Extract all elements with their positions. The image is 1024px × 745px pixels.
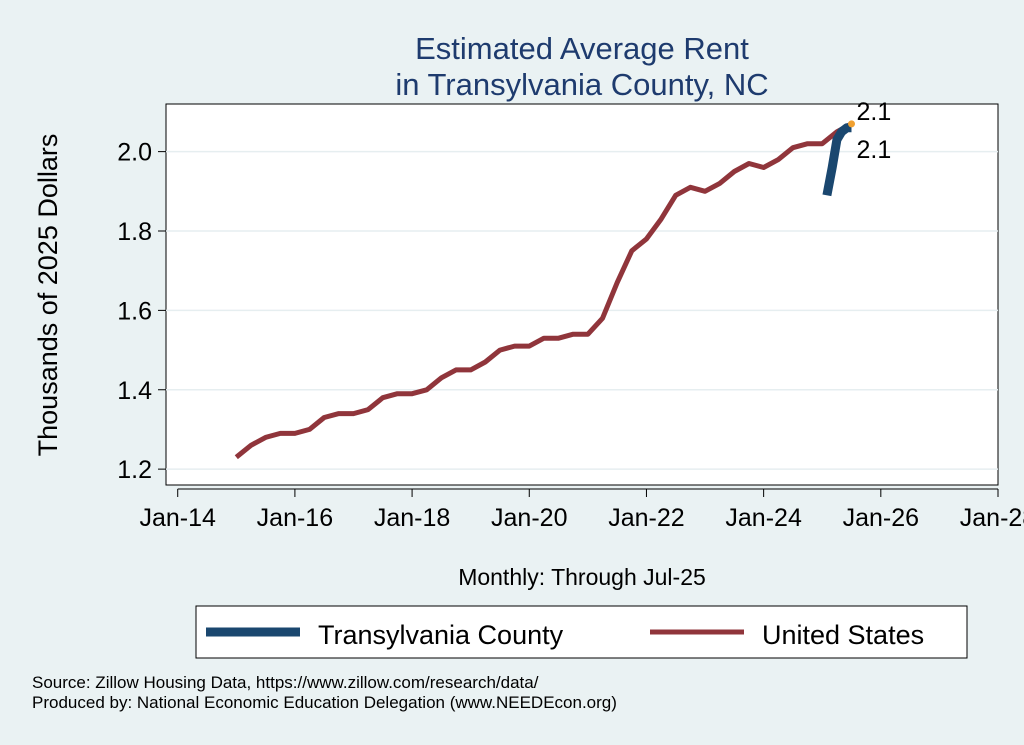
end-marker: [848, 120, 856, 128]
x-axis: Jan-14 Jan-16 Jan-18 Jan-20 Jan-22 Jan-24 Jan-…: [139, 488, 1024, 532]
y-axis: 1.2 1.4 1.6 1.8 2.0: [117, 139, 166, 484]
legend-box: [195, 605, 968, 659]
x-tick-label: Jan-22: [608, 504, 684, 532]
x-axis-label: Monthly: Through Jul-25: [458, 564, 706, 590]
y-tick-label: 1.8: [117, 218, 152, 246]
x-tick-label: Jan-16: [257, 504, 333, 532]
end-label-transylvania: 2.1: [857, 136, 892, 164]
y-axis-label: Thousands of 2025 Dollars: [33, 134, 63, 457]
end-label-united-states: 2.1: [857, 98, 892, 126]
x-tick-label: Jan-24: [725, 504, 802, 532]
x-tick-label: Jan-26: [843, 504, 919, 532]
legend-label-transylvania: Transylvania County: [318, 620, 564, 650]
y-tick-label: 1.6: [117, 297, 152, 325]
x-tick-label: Jan-28: [960, 504, 1024, 532]
end-labels: 2.12.1: [857, 98, 892, 164]
gridlines: [166, 150, 998, 470]
x-tick-label: Jan-18: [374, 504, 450, 532]
series-line-transylvania: [822, 123, 852, 197]
series-lines: [234, 120, 856, 460]
x-tick-label: Jan-20: [491, 504, 567, 532]
chart-title-line1: Estimated Average Rent: [415, 31, 749, 66]
y-tick-label: 1.4: [117, 377, 152, 405]
y-tick-label: 1.2: [117, 456, 152, 484]
x-tick-label: Jan-14: [139, 504, 216, 532]
chart-title-line2: in Transylvania County, NC: [395, 67, 768, 102]
series-line-united-states: [234, 121, 853, 460]
legend-label-united-states: United States: [762, 620, 924, 650]
y-tick-label: 2.0: [117, 139, 152, 167]
producer-note: Produced by: National Economic Education…: [32, 693, 617, 712]
legend: Transylvania County United States: [195, 605, 968, 659]
source-note: Source: Zillow Housing Data, https://www…: [32, 673, 539, 692]
plot-area: [165, 103, 999, 486]
